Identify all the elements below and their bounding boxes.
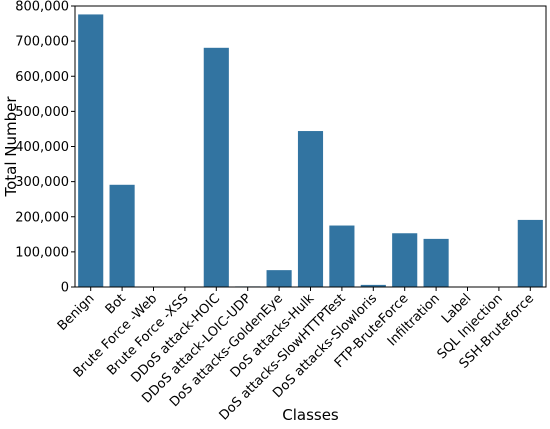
y-tick-label: 0 xyxy=(61,281,69,296)
y-axis-label: Total Number xyxy=(2,96,20,198)
y-tick-label: 400,000 xyxy=(15,140,69,155)
y-tick-label: 200,000 xyxy=(15,210,69,225)
bar xyxy=(109,184,135,287)
bar xyxy=(297,131,324,287)
x-axis-label: Classes xyxy=(282,406,339,424)
plot-frame xyxy=(74,5,547,288)
bar xyxy=(423,238,449,287)
x-tick-label: Benign xyxy=(55,291,98,334)
bar xyxy=(392,233,418,287)
y-tick-label: 300,000 xyxy=(15,175,69,190)
y-tick-label: 600,000 xyxy=(15,70,69,85)
bar xyxy=(203,47,229,287)
bar xyxy=(266,270,292,287)
y-tick-label: 100,000 xyxy=(15,245,69,260)
y-tick-label: 500,000 xyxy=(15,105,69,120)
bar xyxy=(517,219,543,287)
bar xyxy=(78,14,104,288)
bar xyxy=(329,225,355,287)
bar xyxy=(360,284,386,287)
y-tick-label: 800,000 xyxy=(15,0,69,15)
x-tick-label: Bot xyxy=(103,291,129,317)
bars-group xyxy=(78,14,543,288)
y-axis-ticks: 0 100,000 200,000 300,000 400,000 500,000 600,… xyxy=(15,0,75,296)
y-tick-label: 700,000 xyxy=(15,35,69,50)
